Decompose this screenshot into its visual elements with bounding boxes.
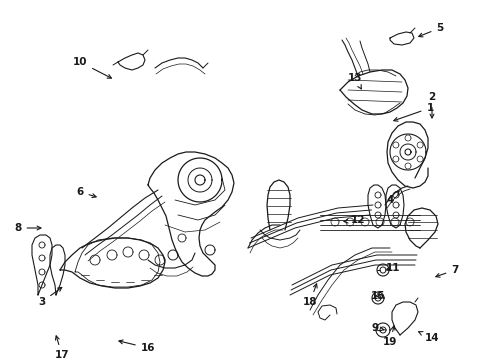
Text: 2: 2 [427, 92, 435, 118]
Text: 7: 7 [435, 265, 458, 277]
Text: 1: 1 [393, 103, 433, 121]
Text: 12: 12 [343, 215, 365, 225]
Text: 15: 15 [370, 291, 385, 301]
Text: 4: 4 [386, 191, 398, 205]
Text: 8: 8 [14, 223, 41, 233]
Text: 9: 9 [371, 323, 384, 333]
Text: 17: 17 [55, 336, 69, 360]
Text: 3: 3 [38, 287, 61, 307]
Text: 16: 16 [119, 340, 155, 353]
Text: 5: 5 [418, 23, 443, 37]
Text: 18: 18 [302, 284, 317, 307]
Text: 11: 11 [385, 263, 400, 273]
Text: 10: 10 [73, 57, 111, 78]
Text: 14: 14 [418, 332, 438, 343]
Text: 19: 19 [382, 326, 396, 347]
Text: 13: 13 [347, 73, 362, 89]
Text: 6: 6 [76, 187, 96, 198]
